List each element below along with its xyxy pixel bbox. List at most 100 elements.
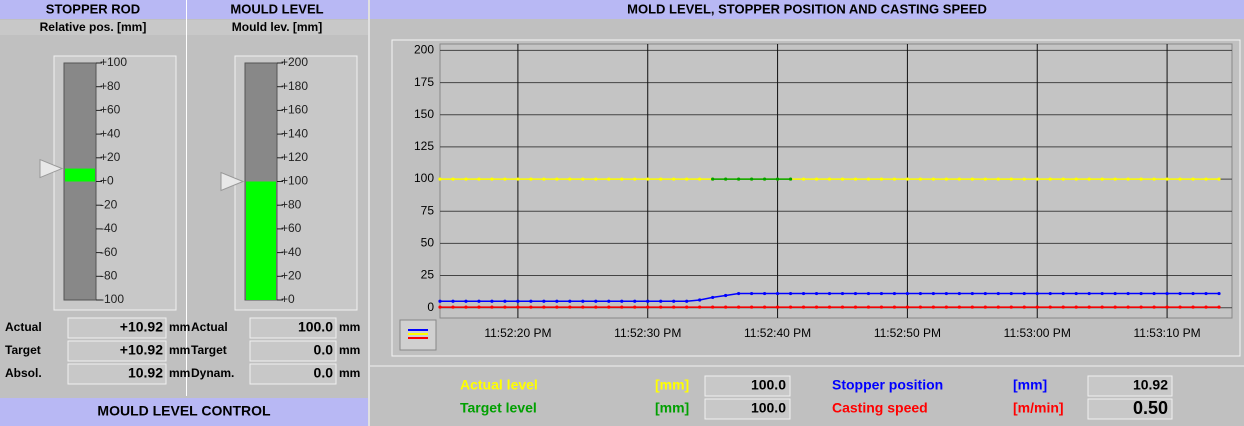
series-point (672, 305, 676, 309)
series-point (892, 291, 897, 296)
status-value: 100.0 (751, 400, 786, 416)
header-bg (370, 0, 1244, 19)
gauge-tick-label: +20 (100, 150, 121, 164)
series-point (646, 177, 650, 181)
series-point (996, 291, 1000, 296)
series-point (788, 177, 793, 181)
series-point (464, 177, 468, 181)
series-point (1217, 291, 1221, 296)
y-tick-label: 75 (421, 203, 435, 217)
x-tick-label: 11:52:30 PM (614, 326, 681, 340)
series-point (801, 291, 806, 296)
series-point (1126, 305, 1130, 309)
series-point (503, 177, 507, 181)
y-tick-label: 25 (421, 268, 435, 282)
y-tick-label: 175 (414, 75, 434, 89)
series-point (698, 177, 702, 181)
gauge-tick-label: -80 (100, 268, 118, 282)
readout-value: 0.0 (314, 342, 334, 358)
series-point (762, 305, 767, 309)
series-point (555, 177, 559, 181)
series-point (1217, 177, 1221, 181)
gauge-tick-label: +180 (281, 79, 308, 93)
series-point (1035, 305, 1039, 309)
series-point (685, 299, 689, 303)
series-point (853, 291, 858, 296)
readout-value: +10.92 (120, 319, 163, 335)
readout-unit: mm (339, 320, 360, 334)
series-point (607, 177, 611, 181)
gauge-tick-label: +0 (281, 292, 295, 306)
series-point (866, 305, 871, 309)
series-point (581, 177, 585, 181)
series-point (827, 291, 832, 296)
series-point (503, 299, 507, 303)
status-unit: [mm] (1013, 377, 1047, 393)
series-point (568, 305, 572, 309)
series-point (1074, 291, 1078, 296)
status-name: Stopper position (832, 377, 943, 393)
status-value: 10.92 (1133, 377, 1168, 393)
series-point (659, 305, 663, 309)
series-point (1035, 291, 1039, 296)
panel-title: STOPPER ROD (46, 1, 140, 16)
gauge-tick-label: -40 (100, 221, 118, 235)
series-point (542, 305, 546, 309)
series-point (996, 177, 1000, 181)
series-point (1048, 291, 1052, 296)
series-point (1087, 305, 1091, 309)
series-point (490, 177, 494, 181)
series-point (1113, 305, 1117, 309)
series-point (1009, 177, 1013, 181)
status-unit: [m/min] (1013, 400, 1064, 416)
status-name: Target level (460, 400, 537, 416)
series-point (724, 293, 728, 298)
series-point (827, 177, 832, 181)
series-point (1022, 305, 1026, 309)
series-point (1048, 177, 1052, 181)
gauge-tick-label: +40 (100, 126, 121, 140)
readout-unit: mm (169, 343, 190, 357)
gauge-tick-label: +40 (281, 245, 302, 259)
series-point (451, 177, 455, 181)
series-point (957, 305, 961, 309)
y-tick-label: 100 (414, 171, 434, 185)
series-point (594, 305, 598, 309)
trend-title: MOLD LEVEL, STOPPER POSITION AND CASTING… (627, 1, 987, 16)
readout-label: Actual (191, 320, 228, 334)
series-point (698, 298, 702, 302)
x-tick-label: 11:52:20 PM (484, 326, 551, 340)
gauge-pointer (39, 158, 64, 179)
series-point (957, 177, 961, 181)
series-point (620, 177, 624, 181)
series-point (555, 299, 559, 303)
series-point (581, 299, 585, 303)
series-point (1113, 177, 1117, 181)
series-point (750, 305, 754, 309)
series-point (594, 299, 598, 303)
readout-value: +10.92 (120, 342, 163, 358)
series-point (970, 177, 974, 181)
series-point (477, 299, 481, 303)
series-point (711, 177, 715, 181)
series-point (607, 299, 611, 303)
series-point (814, 305, 819, 309)
series-point (853, 305, 858, 309)
gauge-tick-label: -60 (100, 245, 118, 259)
series-point (1217, 305, 1221, 309)
series-point (490, 299, 494, 303)
plot-area (439, 43, 1233, 319)
series-point (1152, 291, 1156, 296)
series-point (633, 299, 637, 303)
series-point (1061, 291, 1065, 296)
panel-subtitle: Mould lev. [mm] (232, 20, 322, 34)
series-point (957, 291, 961, 296)
series-point (1048, 305, 1052, 309)
series-point (555, 305, 559, 309)
series-point (970, 291, 974, 296)
series-point (879, 291, 884, 296)
series-point (775, 305, 780, 309)
series-point (542, 299, 546, 303)
series-point (672, 299, 676, 303)
series-point (646, 299, 650, 303)
